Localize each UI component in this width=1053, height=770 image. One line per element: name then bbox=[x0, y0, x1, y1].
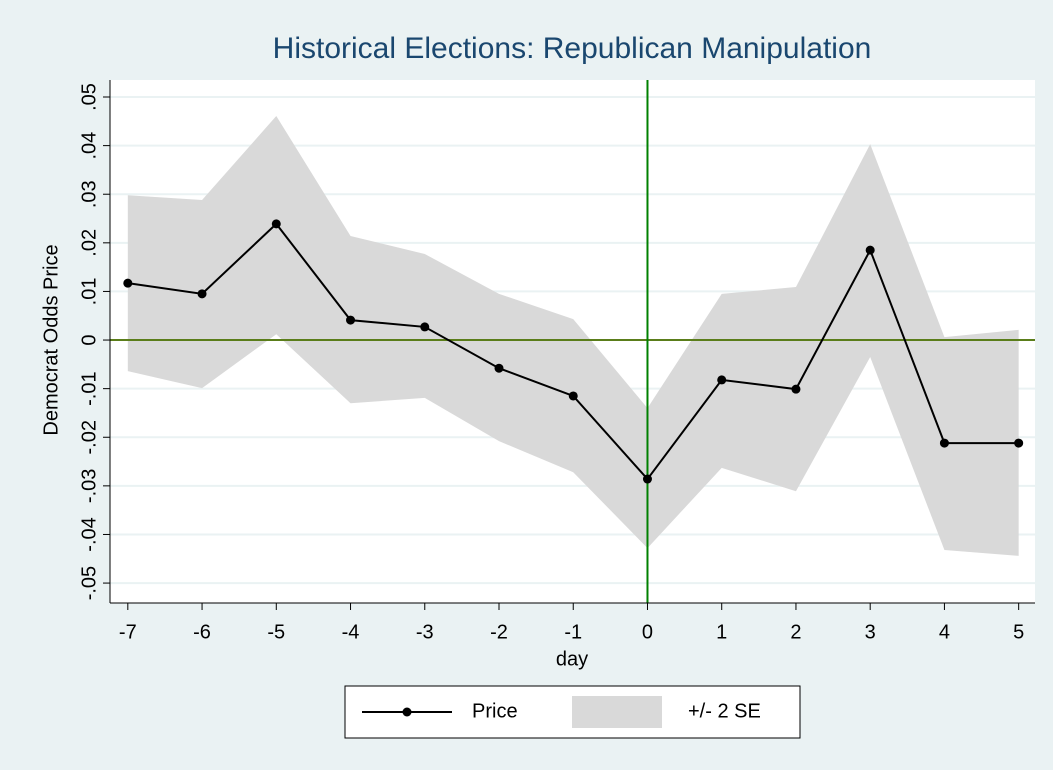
legend-swatch bbox=[572, 696, 662, 728]
price-point bbox=[865, 245, 875, 255]
x-tick-label: 5 bbox=[1013, 621, 1024, 643]
x-tick-label: -7 bbox=[119, 621, 137, 643]
x-tick-label: -4 bbox=[342, 621, 360, 643]
price-point bbox=[197, 289, 207, 299]
x-tick-label: 3 bbox=[865, 621, 876, 643]
price-point bbox=[346, 315, 356, 325]
se-band bbox=[127, 115, 1019, 556]
y-tick-label: .04 bbox=[78, 132, 100, 160]
y-tick-label: -.01 bbox=[78, 371, 100, 405]
x-tick-label: 1 bbox=[716, 621, 727, 643]
chart-title: Historical Elections: Republican Manipul… bbox=[273, 32, 872, 65]
legend-label: +/- 2 SE bbox=[688, 700, 761, 722]
y-tick-label: .05 bbox=[78, 83, 100, 111]
y-tick-label: 0 bbox=[78, 334, 100, 345]
price-point bbox=[717, 375, 727, 385]
x-axis-label: day bbox=[556, 648, 588, 670]
price-point bbox=[642, 474, 652, 484]
x-tick-label: 0 bbox=[642, 621, 653, 643]
y-tick-label: -.04 bbox=[78, 517, 100, 551]
y-tick-label: .03 bbox=[78, 180, 100, 208]
x-tick-label: -2 bbox=[490, 621, 508, 643]
price-point bbox=[420, 322, 430, 332]
y-tick-label: -.02 bbox=[78, 420, 100, 454]
y-tick-label: -.03 bbox=[78, 469, 100, 503]
legend-marker bbox=[402, 707, 412, 717]
price-point bbox=[1014, 438, 1024, 448]
y-tick-label: .01 bbox=[78, 278, 100, 306]
price-point bbox=[271, 219, 281, 229]
y-tick-label: .02 bbox=[78, 229, 100, 257]
y-tick-label: -.05 bbox=[78, 566, 100, 600]
y-axis-label: Democrat Odds Price bbox=[40, 244, 62, 435]
price-point bbox=[791, 384, 801, 394]
price-point bbox=[568, 391, 578, 401]
x-tick-label: 4 bbox=[939, 621, 950, 643]
legend-label: Price bbox=[472, 700, 518, 722]
x-tick-label: -5 bbox=[267, 621, 285, 643]
price-point bbox=[939, 438, 949, 448]
x-tick-label: -3 bbox=[416, 621, 434, 643]
price-point bbox=[123, 278, 133, 288]
x-tick-label: 2 bbox=[790, 621, 801, 643]
x-tick-label: -1 bbox=[564, 621, 582, 643]
x-tick-label: -6 bbox=[193, 621, 211, 643]
price-point bbox=[494, 363, 504, 373]
